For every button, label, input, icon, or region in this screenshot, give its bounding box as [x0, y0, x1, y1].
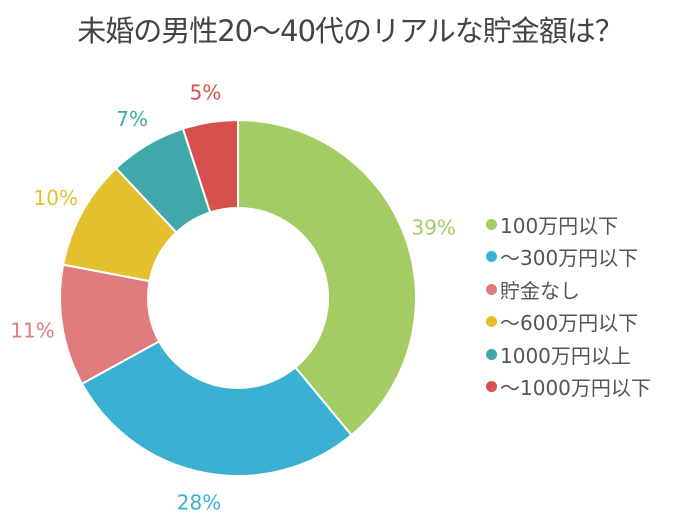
data-label-0: 39%	[411, 216, 455, 240]
slice-5	[181, 118, 239, 214]
data-label-2: 11%	[10, 319, 54, 343]
legend-marker-icon	[486, 283, 497, 295]
data-label-4: 7%	[116, 107, 148, 131]
legend-label: 貯金なし	[500, 278, 580, 303]
legend-marker-icon	[486, 348, 497, 360]
slice-1	[80, 340, 353, 477]
legend-item: 貯金なし	[486, 273, 651, 306]
legend-item: 〜600万円以下	[486, 306, 651, 339]
legend-item: 〜1000万円以下	[486, 371, 651, 404]
legend-label: 〜600万円以下	[500, 311, 639, 336]
data-label-1: 28%	[177, 490, 221, 514]
legend-label: 100万円以下	[500, 213, 619, 238]
legend-label: 1000万円以上	[500, 343, 631, 368]
slice-0	[237, 118, 417, 437]
legend-marker-icon	[486, 218, 497, 230]
legend-marker-icon	[486, 251, 497, 263]
legend-item: 〜300万円以下	[486, 241, 651, 274]
legend-label: 〜1000万円以下	[500, 376, 651, 401]
legend-marker-icon	[486, 316, 497, 328]
legend: 100万円以下 〜300万円以下 貯金なし〜600万円以下 1000万円以上 〜1000…	[486, 208, 651, 403]
legend-label: 〜300万円以下	[500, 246, 639, 271]
legend-item: 100万円以下	[486, 208, 651, 241]
data-label-5: 5%	[190, 81, 222, 105]
chart-title: 未婚の男性20〜40代のリアルな貯金額は？	[77, 14, 624, 48]
legend-item: 1000万円以上	[486, 338, 651, 371]
data-label-3: 10%	[34, 186, 78, 210]
legend-marker-icon	[486, 381, 497, 393]
